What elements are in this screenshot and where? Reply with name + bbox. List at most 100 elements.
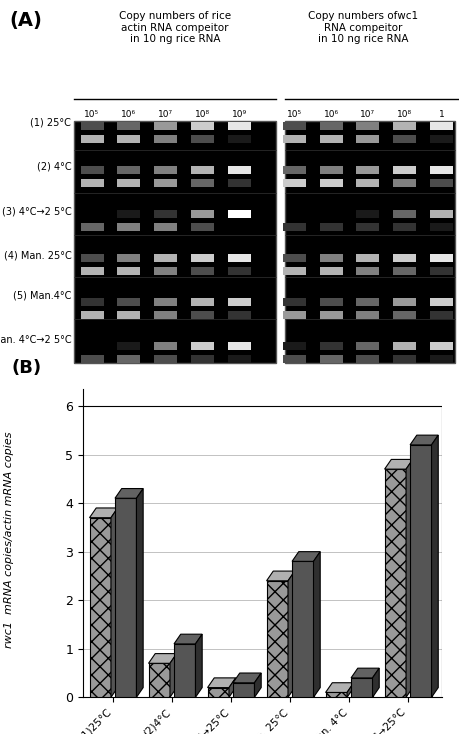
Bar xyxy=(227,211,250,219)
Text: 10⁷: 10⁷ xyxy=(158,110,173,119)
Bar xyxy=(356,223,379,231)
Bar xyxy=(392,167,415,175)
Bar xyxy=(282,267,305,275)
Bar xyxy=(291,562,313,697)
Bar xyxy=(282,167,305,175)
Bar xyxy=(356,311,379,319)
Bar xyxy=(117,342,140,351)
Bar xyxy=(227,179,250,187)
Bar xyxy=(154,255,177,263)
Bar xyxy=(148,664,170,697)
Bar xyxy=(392,342,415,351)
Bar xyxy=(227,135,250,143)
Bar xyxy=(190,355,213,363)
Bar xyxy=(117,135,140,143)
Bar xyxy=(154,167,177,175)
Bar xyxy=(392,211,415,219)
Bar xyxy=(356,342,379,351)
Bar xyxy=(80,167,103,175)
Bar xyxy=(117,298,140,307)
Bar xyxy=(266,581,287,697)
Bar xyxy=(282,255,305,263)
Polygon shape xyxy=(170,653,176,697)
Polygon shape xyxy=(266,571,294,581)
Text: (2) 4°C: (2) 4°C xyxy=(37,162,71,172)
Bar xyxy=(154,298,177,307)
Bar xyxy=(356,179,379,187)
Bar xyxy=(392,267,415,275)
Bar xyxy=(117,267,140,275)
Text: 10⁶: 10⁶ xyxy=(121,110,136,119)
Bar xyxy=(429,135,452,143)
Polygon shape xyxy=(350,668,378,678)
Bar xyxy=(154,135,177,143)
Bar xyxy=(80,298,103,307)
Bar xyxy=(282,298,305,307)
Polygon shape xyxy=(409,435,437,445)
Bar xyxy=(319,255,342,263)
Bar xyxy=(319,267,342,275)
Bar xyxy=(117,255,140,263)
Bar xyxy=(429,342,452,351)
Bar xyxy=(154,123,177,131)
Bar xyxy=(392,223,415,231)
Polygon shape xyxy=(148,653,176,664)
Bar xyxy=(190,179,213,187)
Bar xyxy=(319,167,342,175)
Bar xyxy=(392,179,415,187)
Bar xyxy=(117,223,140,231)
Bar xyxy=(356,255,379,263)
Bar xyxy=(190,211,213,219)
Bar xyxy=(190,298,213,307)
Text: (4) Man. 25°C: (4) Man. 25°C xyxy=(4,250,71,260)
Text: 10⁸: 10⁸ xyxy=(195,110,209,119)
Text: 10⁶: 10⁶ xyxy=(323,110,338,119)
Bar xyxy=(190,135,213,143)
Polygon shape xyxy=(229,678,235,697)
Bar xyxy=(233,683,254,697)
Polygon shape xyxy=(405,459,412,697)
Text: 10⁹: 10⁹ xyxy=(231,110,246,119)
Polygon shape xyxy=(233,673,261,683)
Bar xyxy=(80,255,103,263)
Bar xyxy=(190,267,213,275)
Polygon shape xyxy=(111,508,118,697)
Bar xyxy=(429,298,452,307)
Bar xyxy=(282,123,305,131)
Bar xyxy=(282,223,305,231)
Bar xyxy=(90,517,111,697)
Bar xyxy=(117,355,140,363)
Bar xyxy=(80,179,103,187)
Bar xyxy=(282,342,305,351)
Bar xyxy=(356,211,379,219)
Bar xyxy=(80,267,103,275)
Bar xyxy=(80,123,103,131)
Bar xyxy=(356,355,379,363)
Bar xyxy=(319,342,342,351)
Bar xyxy=(319,298,342,307)
Bar xyxy=(117,167,140,175)
Bar xyxy=(392,298,415,307)
Bar xyxy=(154,311,177,319)
Polygon shape xyxy=(136,489,143,697)
Polygon shape xyxy=(287,571,294,697)
Bar xyxy=(384,469,405,697)
Bar xyxy=(117,179,140,187)
Polygon shape xyxy=(195,634,202,697)
Bar xyxy=(190,311,213,319)
Text: (A): (A) xyxy=(9,11,42,30)
Polygon shape xyxy=(254,673,261,697)
Bar xyxy=(319,135,342,143)
Bar xyxy=(227,298,250,307)
Bar xyxy=(190,167,213,175)
Text: (6) Man. 4°C→2 5°C: (6) Man. 4°C→2 5°C xyxy=(0,335,71,344)
Bar xyxy=(282,355,305,363)
Text: 10⁵: 10⁵ xyxy=(84,110,99,119)
Bar xyxy=(80,311,103,319)
Polygon shape xyxy=(291,552,319,562)
Bar xyxy=(227,255,250,263)
Text: (B): (B) xyxy=(11,359,41,377)
Bar xyxy=(392,311,415,319)
Bar xyxy=(429,267,452,275)
Polygon shape xyxy=(313,552,319,697)
